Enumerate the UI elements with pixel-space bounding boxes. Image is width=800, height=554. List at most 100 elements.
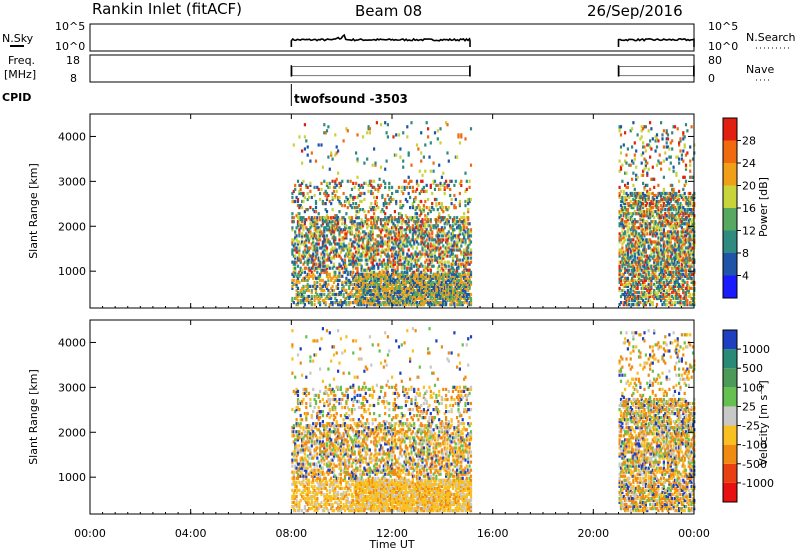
echo-cell [374, 238, 377, 242]
echo-cell [377, 240, 380, 244]
echo-cell [642, 197, 645, 202]
echo-cell [417, 242, 420, 246]
echo-cell [370, 288, 373, 293]
echo-cell [632, 230, 635, 234]
echo-cell [427, 230, 430, 234]
echo-cell [621, 264, 624, 268]
echo-cell [450, 292, 453, 297]
echo-cell [633, 290, 636, 295]
echo-cell [644, 274, 647, 278]
echo-cell [375, 294, 378, 299]
echo-cell [443, 282, 446, 286]
echo-cell [314, 256, 318, 260]
echo-cell [660, 294, 663, 299]
echo-cell [669, 301, 672, 305]
echo-cell [624, 284, 627, 288]
echo-cell [629, 284, 632, 288]
echo-cell [461, 270, 464, 274]
echo-cell [678, 244, 681, 248]
echo-cell [327, 264, 330, 268]
echo-cell [465, 256, 468, 260]
echo-cell [465, 292, 468, 297]
echo-cell [371, 284, 374, 288]
echo-cell [657, 222, 660, 226]
echo-cell [393, 299, 396, 303]
echo-cell [399, 155, 402, 159]
echo-cell [413, 290, 416, 295]
echo-cell [456, 220, 459, 224]
echo-cell [370, 234, 373, 238]
echo-cell [643, 250, 646, 254]
echo-cell [619, 151, 623, 155]
echo-cell [435, 286, 438, 290]
echo-cell [660, 299, 663, 303]
echo-cell [433, 254, 437, 258]
echo-cell [633, 246, 636, 250]
echo-cell [668, 286, 671, 290]
echo-cell [427, 294, 430, 299]
echo-cell [661, 250, 664, 254]
echo-cell [325, 284, 329, 288]
echo-cell [420, 288, 423, 293]
echo-cell [642, 191, 645, 196]
echo-cell [678, 266, 681, 270]
echo-cell [673, 214, 677, 218]
echo-cell [374, 216, 377, 220]
echo-cell [669, 193, 672, 198]
echo-cell [366, 258, 369, 262]
echo-cell [660, 290, 663, 295]
echo-cell [356, 268, 359, 272]
echo-cell [303, 240, 306, 244]
echo-cell [671, 294, 674, 299]
echo-cell [672, 270, 675, 274]
echo-cell [636, 193, 639, 198]
echo-cell [418, 301, 421, 305]
echo-cell [410, 278, 413, 282]
echo-cell [359, 232, 362, 236]
echo-cell [464, 240, 467, 244]
echo-cell [637, 226, 641, 230]
echo-cell [439, 286, 442, 290]
echo-cell [298, 232, 301, 236]
echo-cell [339, 256, 342, 260]
echo-cell [370, 294, 373, 299]
echo-cell [651, 268, 654, 272]
echo-cell [450, 296, 453, 301]
echo-cell [662, 228, 665, 232]
echo-cell [364, 296, 367, 301]
echo-cell [299, 290, 302, 295]
echo-cell [388, 276, 391, 280]
echo-cell [621, 199, 624, 204]
power-cells [291, 121, 696, 307]
echo-cell [646, 143, 649, 147]
echo-cell [319, 238, 322, 242]
echo-cell [650, 268, 653, 272]
echo-cell [672, 232, 675, 236]
echo-cell [654, 228, 657, 232]
echo-cell [332, 288, 336, 293]
echo-cell [668, 258, 671, 262]
echo-cell [292, 282, 295, 286]
echo-cell [389, 260, 392, 264]
echo-cell [367, 288, 370, 293]
echo-cell [624, 230, 627, 234]
echo-cell [635, 195, 638, 200]
echo-cell [301, 218, 304, 222]
echo-cell [314, 199, 318, 204]
echo-cell [359, 185, 362, 189]
echo-cell [655, 254, 659, 258]
echo-cell [355, 210, 358, 214]
echo-cell [399, 284, 402, 288]
echo-cell [328, 266, 331, 270]
echo-cell [407, 276, 410, 280]
echo-cell [626, 278, 629, 282]
echo-cell [624, 195, 627, 200]
echo-cell [445, 238, 448, 242]
echo-cell [643, 248, 646, 252]
echo-cell [301, 232, 304, 236]
echo-cell [633, 232, 636, 236]
echo-cell [655, 286, 659, 290]
echo-cell [633, 141, 636, 145]
echo-cell [633, 228, 636, 232]
echo-cell [370, 208, 373, 212]
